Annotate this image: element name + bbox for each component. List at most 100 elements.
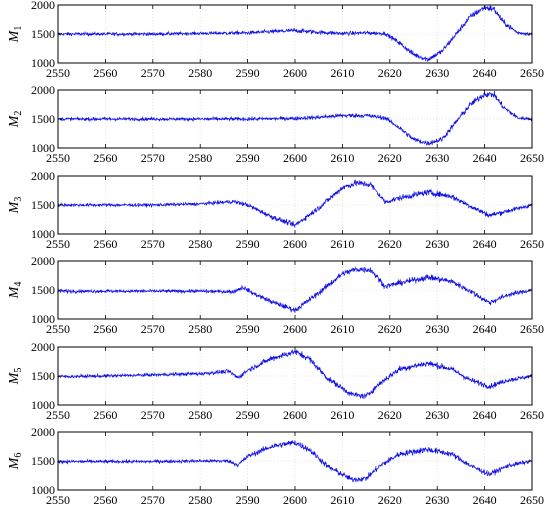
y-axis-label: M6	[7, 453, 24, 471]
series-line	[58, 179, 532, 228]
y-tick-label: 2000	[31, 254, 55, 268]
x-tick-label: 2610	[330, 237, 354, 251]
panel-6: M6 2550 2560 2570 2580 2590 2600 2610 2620 2630 2…	[7, 425, 544, 507]
x-tick-label: 2650	[520, 322, 544, 336]
x-tick-label: 2580	[188, 66, 212, 80]
x-tick-label: 2650	[520, 493, 544, 507]
y-tick-label: 1500	[31, 283, 55, 297]
series-line	[58, 90, 532, 147]
x-tick-label: 2600	[283, 408, 307, 422]
x-tick-label: 2630	[425, 493, 449, 507]
y-tick-label: 2000	[31, 169, 55, 183]
x-tick-label: 2620	[378, 66, 402, 80]
x-tick-label: 2590	[236, 322, 260, 336]
x-tick-label: 2570	[141, 493, 165, 507]
x-tick-label: 2610	[330, 151, 354, 165]
x-tick-label: 2650	[520, 408, 544, 422]
x-tick-label: 2580	[188, 493, 212, 507]
x-tick-label: 2610	[330, 322, 354, 336]
y-axis-label: M5	[7, 368, 24, 386]
panel-2: M2 2550 2560 2570 2580 2590 2600 2610 2620 2630 2…	[7, 83, 544, 165]
x-tick-label: 2650	[520, 237, 544, 251]
x-tick-label: 2550	[46, 66, 70, 80]
x-tick-label: 2550	[46, 237, 70, 251]
x-tick-label: 2570	[141, 408, 165, 422]
x-tick-label: 2580	[188, 237, 212, 251]
y-tick-label: 1500	[31, 112, 55, 126]
x-tick-label: 2560	[93, 151, 117, 165]
y-tick-label: 1500	[31, 27, 55, 41]
x-tick-label: 2630	[425, 237, 449, 251]
series-line	[58, 266, 532, 313]
panel-3: M3 2550 2560 2570 2580 2590 2600 2610 2620 2630 2…	[7, 169, 544, 251]
y-tick-label: 2000	[31, 425, 55, 439]
y-tick-label: 1000	[31, 398, 55, 412]
x-tick-label: 2620	[378, 493, 402, 507]
x-tick-label: 2640	[473, 493, 497, 507]
x-tick-label: 2560	[93, 66, 117, 80]
panel-4: M4 2550 2560 2570 2580 2590 2600 2610 2620 2630 2…	[7, 254, 544, 336]
x-tick-label: 2600	[283, 493, 307, 507]
x-tick-label: 2570	[141, 322, 165, 336]
x-tick-label: 2580	[188, 322, 212, 336]
series-line	[58, 5, 532, 63]
x-tick-label: 2640	[473, 408, 497, 422]
x-tick-label: 2590	[236, 408, 260, 422]
y-axis-label: M4	[7, 282, 24, 300]
x-tick-label: 2640	[473, 237, 497, 251]
x-tick-label: 2550	[46, 151, 70, 165]
y-tick-label: 1000	[31, 227, 55, 241]
x-tick-label: 2620	[378, 237, 402, 251]
x-tick-label: 2590	[236, 66, 260, 80]
x-tick-label: 2620	[378, 322, 402, 336]
y-tick-label: 1500	[31, 369, 55, 383]
x-tick-label: 2580	[188, 408, 212, 422]
x-tick-label: 2590	[236, 151, 260, 165]
x-tick-label: 2600	[283, 151, 307, 165]
x-tick-label: 2630	[425, 408, 449, 422]
y-axis-label: M3	[7, 197, 24, 215]
y-tick-label: 1000	[31, 312, 55, 326]
x-tick-label: 2620	[378, 151, 402, 165]
x-tick-label: 2580	[188, 151, 212, 165]
x-tick-label: 2600	[283, 237, 307, 251]
x-tick-label: 2600	[283, 322, 307, 336]
y-tick-label: 1000	[31, 141, 55, 155]
x-tick-label: 2550	[46, 408, 70, 422]
y-tick-label: 1500	[31, 198, 55, 212]
x-tick-label: 2630	[425, 151, 449, 165]
y-tick-label: 1500	[31, 454, 55, 468]
x-tick-label: 2640	[473, 151, 497, 165]
x-tick-label: 2560	[93, 237, 117, 251]
x-tick-label: 2610	[330, 66, 354, 80]
x-tick-label: 2560	[93, 322, 117, 336]
x-tick-label: 2650	[520, 151, 544, 165]
panel-1: M1 2550 2560 2570 2580 2590 2600 2610 2620 2630 2…	[7, 0, 544, 80]
x-tick-label: 2610	[330, 408, 354, 422]
y-tick-label: 1000	[31, 56, 55, 70]
x-tick-label: 2570	[141, 66, 165, 80]
x-tick-label: 2640	[473, 322, 497, 336]
panel-5: M5 2550 2560 2570 2580 2590 2600 2610 2620 2630 2…	[7, 340, 544, 422]
x-tick-label: 2560	[93, 408, 117, 422]
x-tick-label: 2550	[46, 493, 70, 507]
x-tick-label: 2590	[236, 493, 260, 507]
y-tick-label: 2000	[31, 0, 55, 12]
y-tick-label: 2000	[31, 83, 55, 97]
y-axis-label: M1	[7, 26, 24, 44]
x-tick-label: 2600	[283, 66, 307, 80]
y-tick-label: 1000	[31, 483, 55, 497]
x-tick-label: 2650	[520, 66, 544, 80]
x-tick-label: 2640	[473, 66, 497, 80]
x-tick-label: 2610	[330, 493, 354, 507]
x-tick-label: 2620	[378, 408, 402, 422]
y-axis-label: M2	[7, 111, 24, 129]
x-tick-label: 2590	[236, 237, 260, 251]
x-tick-label: 2630	[425, 66, 449, 80]
x-tick-label: 2560	[93, 493, 117, 507]
x-tick-label: 2570	[141, 237, 165, 251]
x-tick-label: 2570	[141, 151, 165, 165]
y-tick-label: 2000	[31, 340, 55, 354]
x-tick-label: 2630	[425, 322, 449, 336]
